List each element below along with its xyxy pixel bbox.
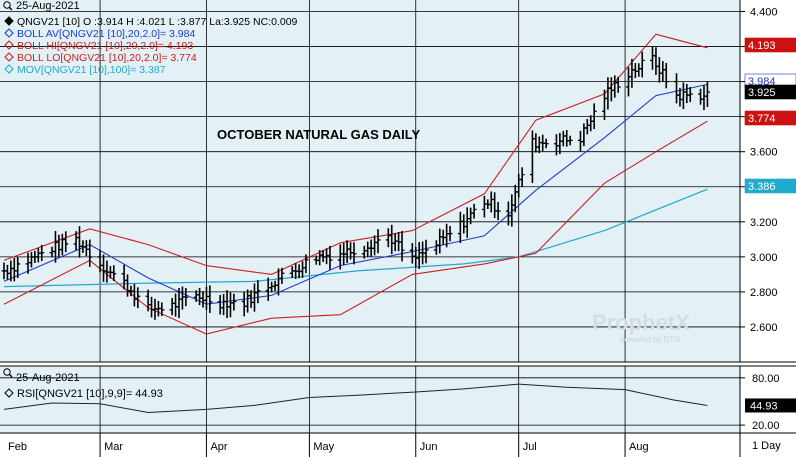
rsi-panel-background xyxy=(0,366,740,433)
price-panel-background xyxy=(0,0,740,362)
price-bar xyxy=(183,288,189,307)
time-axis-background xyxy=(0,433,796,457)
price-value-label-text: 3.925 xyxy=(748,87,776,99)
price-bar xyxy=(639,51,645,78)
price-tick-label: 3.000 xyxy=(750,252,778,264)
chart-title: OCTOBER NATURAL GAS DAILY xyxy=(217,127,421,142)
rsi-magnifier-icon[interactable] xyxy=(3,368,13,378)
rsi-line xyxy=(3,383,708,414)
legend-entry: MOV[QNGV21 [10],100]= 3.387 xyxy=(17,64,166,76)
price-value-label-text: 3.774 xyxy=(748,113,776,125)
legend-entry: BOLL AV[QNGV21 [10],20,2.0]= 3.984 xyxy=(17,28,195,40)
price-bar xyxy=(87,239,93,267)
legend-entry: QNGV21 [10] O :3.914 H :4.021 L :3.877 L… xyxy=(17,16,298,28)
price-bar xyxy=(327,245,333,270)
month-label: Jun xyxy=(420,441,438,453)
price-value-label: 3.774 xyxy=(744,110,796,126)
price-bar xyxy=(495,201,501,221)
price-value-label-text: 4.193 xyxy=(748,40,776,52)
chart-date: 25-Aug-2021 xyxy=(16,0,80,12)
rsi-legend-text: RSI[QNGV21 [10],9,9]= 44.93 xyxy=(17,388,163,400)
price-bar xyxy=(447,226,453,242)
legend-entry: BOLL HI[QNGV21 [10],20,2.0]= 4.193 xyxy=(17,40,193,52)
price-bar xyxy=(279,267,285,284)
mov-line xyxy=(3,188,708,288)
price-tick-label: 4.400 xyxy=(750,7,778,19)
price-value-label-box xyxy=(744,110,796,126)
boll-av-line xyxy=(3,83,708,305)
month-label: Feb xyxy=(8,441,27,453)
price-bar xyxy=(471,203,477,219)
price-bar xyxy=(111,265,117,281)
price-tick-label: 3.200 xyxy=(750,217,778,229)
month-label: Jul xyxy=(523,441,537,453)
rsi-legend-diamond-icon xyxy=(4,388,14,398)
month-label: Apr xyxy=(210,441,227,453)
rsi-value-label: 44.93 xyxy=(745,398,796,413)
watermark-sub: powered by DTN xyxy=(620,335,680,344)
legend-diamond-icon xyxy=(4,52,14,62)
legend-diamond-icon xyxy=(4,16,14,26)
price-bar xyxy=(231,293,237,311)
month-label: Aug xyxy=(629,441,649,453)
price-bar xyxy=(207,285,213,313)
price-bar xyxy=(159,302,165,316)
panel-separator[interactable] xyxy=(0,362,796,366)
price-value-label-box xyxy=(744,84,796,100)
price-bar xyxy=(591,103,597,130)
price-bar xyxy=(375,229,381,254)
boll-hi-line xyxy=(3,33,708,275)
period-label[interactable]: 1 Day xyxy=(752,440,781,452)
price-bar xyxy=(303,254,309,274)
price-tick-label: 3.600 xyxy=(750,147,778,159)
price-bars xyxy=(1,46,710,320)
price-bar xyxy=(663,63,669,89)
rsi-tick-label: 20.00 xyxy=(752,420,780,432)
price-value-label: 3.925 xyxy=(744,84,796,100)
price-value-label-box xyxy=(744,37,796,53)
legend-diamond-icon xyxy=(4,40,14,50)
magnifier-icon[interactable] xyxy=(3,1,13,11)
price-grid xyxy=(0,11,740,328)
price-value-label: 4.193 xyxy=(744,37,796,53)
rsi-tick-label: 80.00 xyxy=(752,373,780,385)
price-bar xyxy=(704,81,710,107)
watermark-brand: ProphetX xyxy=(592,310,690,335)
price-bar xyxy=(543,138,549,149)
rsi-header: 25-Aug-2021 RSI[QNGV21 [10],9,9]= 44.93 xyxy=(3,368,163,400)
rsi-value-label-text: 44.93 xyxy=(750,400,778,412)
price-value-label-box xyxy=(744,178,796,194)
price-bar xyxy=(351,242,357,265)
time-axis: Feb Mar Apr May Jun Jul Aug xyxy=(8,433,649,457)
price-bar xyxy=(399,230,405,262)
legend: 25-Aug-2021 QNGV21 [10] O :3.914 H :4.02… xyxy=(3,0,298,76)
price-bar xyxy=(687,87,693,103)
price-bar xyxy=(423,239,429,264)
price-tick-label: 2.600 xyxy=(750,322,778,334)
rsi-axis: 80.00 20.00 44.93 xyxy=(740,373,796,432)
rsi-value-label-box xyxy=(745,398,796,413)
rsi-levels xyxy=(0,377,740,426)
price-tick-label: 2.800 xyxy=(750,287,778,299)
price-value-label: 3.386 xyxy=(744,178,796,194)
price-bar xyxy=(519,167,525,187)
legend-diamond-icon xyxy=(4,28,14,38)
legend-entry: BOLL LO[QNGV21 [10],20,2.0]= 3.774 xyxy=(17,52,197,64)
price-bar xyxy=(255,280,261,304)
price-value-label-text: 3.386 xyxy=(748,181,776,193)
legend-diamond-icon xyxy=(4,64,14,74)
month-label: May xyxy=(313,441,334,453)
price-bar xyxy=(567,135,573,146)
price-bar xyxy=(63,231,69,253)
price-axis-background xyxy=(740,0,796,433)
mov-series xyxy=(3,188,708,288)
price-bar xyxy=(615,76,621,93)
price-bar xyxy=(135,287,141,309)
rsi-series xyxy=(3,383,708,414)
price-bar xyxy=(39,244,45,262)
price-bar xyxy=(15,256,21,279)
month-label: Mar xyxy=(104,441,123,453)
